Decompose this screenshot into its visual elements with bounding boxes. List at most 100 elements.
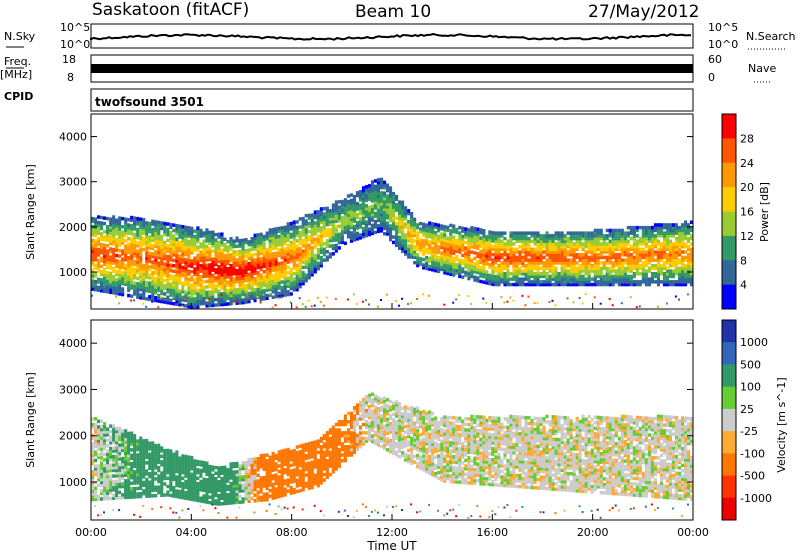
data-cell xyxy=(103,251,107,256)
data-cell xyxy=(518,277,522,281)
data-cell xyxy=(142,491,146,496)
data-cell xyxy=(587,258,591,262)
data-cell xyxy=(187,247,191,252)
data-cell xyxy=(154,244,158,248)
data-cell xyxy=(274,262,278,266)
data-cell xyxy=(139,222,143,227)
data-cell xyxy=(410,212,414,216)
data-cell xyxy=(256,490,260,494)
data-cell xyxy=(425,258,429,263)
data-cell xyxy=(205,486,209,490)
data-cell xyxy=(223,248,227,252)
data-cell xyxy=(286,227,290,232)
data-cell xyxy=(232,478,236,483)
data-cell xyxy=(109,441,113,445)
data-cell xyxy=(690,282,694,287)
data-cell xyxy=(410,247,414,251)
data-cell xyxy=(331,235,335,240)
data-cell xyxy=(638,255,642,260)
data-cell xyxy=(229,302,233,306)
data-cell xyxy=(542,269,546,273)
data-cell xyxy=(127,247,131,252)
data-cell xyxy=(644,277,648,281)
data-cell xyxy=(184,304,188,308)
data-cell xyxy=(310,240,314,244)
data-cell xyxy=(482,258,486,263)
data-cell xyxy=(247,480,251,484)
data-cell xyxy=(97,258,101,263)
data-cell xyxy=(313,245,317,250)
data-cell xyxy=(440,235,444,239)
data-cell xyxy=(343,203,347,208)
data-cell xyxy=(614,234,618,238)
data-cell xyxy=(160,221,164,225)
data-cell xyxy=(94,274,98,278)
data-cell xyxy=(130,470,134,474)
data-cell xyxy=(581,282,585,287)
data-cell xyxy=(103,270,107,274)
data-cell xyxy=(542,266,546,271)
data-cell xyxy=(449,253,453,257)
data-cell xyxy=(521,234,525,238)
data-cell xyxy=(473,245,477,250)
data-cell xyxy=(452,238,456,242)
data-cell xyxy=(551,269,555,273)
data-cell xyxy=(286,260,290,264)
data-cell xyxy=(217,259,221,264)
data-cell xyxy=(464,240,468,245)
data-cell xyxy=(398,211,402,215)
data-cell xyxy=(187,272,191,276)
data-cell xyxy=(674,258,678,262)
data-cell xyxy=(590,253,594,257)
data-cell xyxy=(115,286,119,290)
data-cell xyxy=(196,288,200,293)
data-cell xyxy=(133,495,137,499)
data-cell xyxy=(217,512,220,514)
data-cell xyxy=(124,244,128,248)
data-cell xyxy=(241,281,245,286)
data-cell xyxy=(166,290,170,294)
data-cell xyxy=(154,225,158,230)
data-cell xyxy=(235,277,239,281)
data-cell xyxy=(142,218,146,222)
data-cell xyxy=(527,250,531,254)
data-cell xyxy=(175,289,179,293)
data-cell xyxy=(277,237,281,241)
data-cell xyxy=(376,197,380,201)
data-cell xyxy=(130,467,134,472)
data-cell xyxy=(148,257,152,261)
data-cell xyxy=(331,227,335,232)
data-cell xyxy=(151,446,155,451)
data-cell xyxy=(521,239,525,243)
data-cell xyxy=(605,261,609,265)
data-cell xyxy=(620,253,624,257)
data-cell xyxy=(268,271,272,276)
data-cell xyxy=(142,291,146,295)
data-cell xyxy=(136,472,140,477)
data-cell xyxy=(404,225,408,229)
data-cell xyxy=(476,246,480,250)
data-cell xyxy=(563,266,567,271)
data-cell xyxy=(289,286,293,291)
data-cell xyxy=(226,302,230,306)
data-cell xyxy=(103,235,107,239)
data-cell xyxy=(497,277,501,281)
data-cell xyxy=(497,274,501,279)
data-cell xyxy=(401,222,405,226)
data-cell xyxy=(313,261,317,266)
data-cell xyxy=(304,230,308,234)
data-cell xyxy=(392,224,396,228)
data-cell xyxy=(148,265,152,269)
data-cell xyxy=(641,228,645,233)
data-cell xyxy=(494,266,498,271)
data-cell xyxy=(181,227,185,232)
data-cell xyxy=(97,425,101,429)
data-cell xyxy=(217,243,221,247)
data-cell xyxy=(358,195,362,199)
data-cell xyxy=(690,253,694,257)
data-cell xyxy=(687,269,691,273)
data-cell xyxy=(256,252,260,256)
data-cell xyxy=(232,484,236,488)
data-cell xyxy=(238,480,242,485)
data-cell xyxy=(97,231,101,235)
